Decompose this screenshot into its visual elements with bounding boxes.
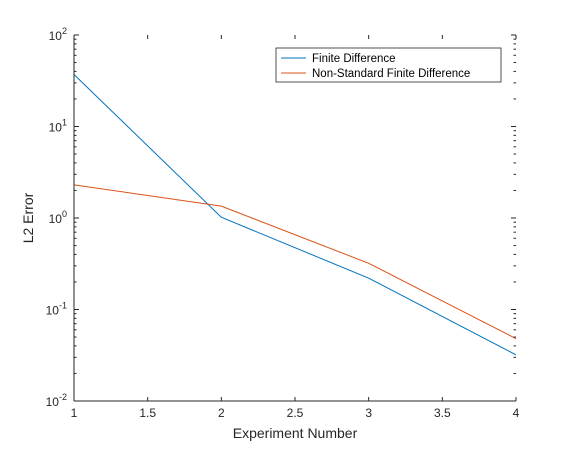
- legend-items: Finite Difference Non-Standard Finite Dif…: [281, 53, 470, 80]
- x-tick-label: 1: [71, 406, 78, 420]
- y-tick-base: 10: [46, 395, 60, 409]
- y-tick-exponent: 1: [62, 118, 67, 128]
- y-tick-base: 10: [49, 29, 63, 43]
- y-tick-base: 10: [49, 212, 63, 226]
- series-line: [73, 74, 517, 356]
- y-tick-exponent: -2: [59, 392, 67, 402]
- x-tick-label: 2: [218, 406, 225, 420]
- x-ticks: 1 1.5 2 2.5 3 3.5 4: [71, 35, 520, 420]
- legend: Finite Difference Non-Standard Finite Dif…: [275, 47, 502, 83]
- y-tick-base: 10: [49, 121, 63, 135]
- y-tick-exponent: 2: [62, 26, 67, 36]
- series-line: [73, 184, 517, 340]
- series-layer: [73, 74, 517, 356]
- y-tick-label: 100: [49, 209, 67, 226]
- x-tick-label: 1.5: [139, 406, 156, 420]
- y-tick-base: 10: [46, 304, 60, 318]
- x-tick-label: 2.5: [287, 406, 304, 420]
- y-tick-label: 102: [49, 26, 67, 43]
- legend-label: Non-Standard Finite Difference: [312, 68, 470, 80]
- x-axis-label: Experiment Number: [233, 425, 358, 441]
- y-axis-label: L2 Error: [20, 192, 36, 243]
- y-tick-exponent: 0: [62, 209, 67, 219]
- plot-area: [74, 35, 516, 401]
- y-tick-label: 101: [49, 118, 67, 135]
- legend-label: Finite Difference: [312, 53, 396, 65]
- x-tick-label: 4: [513, 406, 520, 420]
- y-tick-exponent: -1: [59, 301, 67, 311]
- y-tick-label: 10-1: [46, 301, 67, 318]
- y-tick-label: 10-2: [46, 392, 67, 409]
- x-tick-label: 3.5: [434, 406, 451, 420]
- legend-box: [275, 47, 502, 83]
- x-tick-label: 3: [365, 406, 372, 420]
